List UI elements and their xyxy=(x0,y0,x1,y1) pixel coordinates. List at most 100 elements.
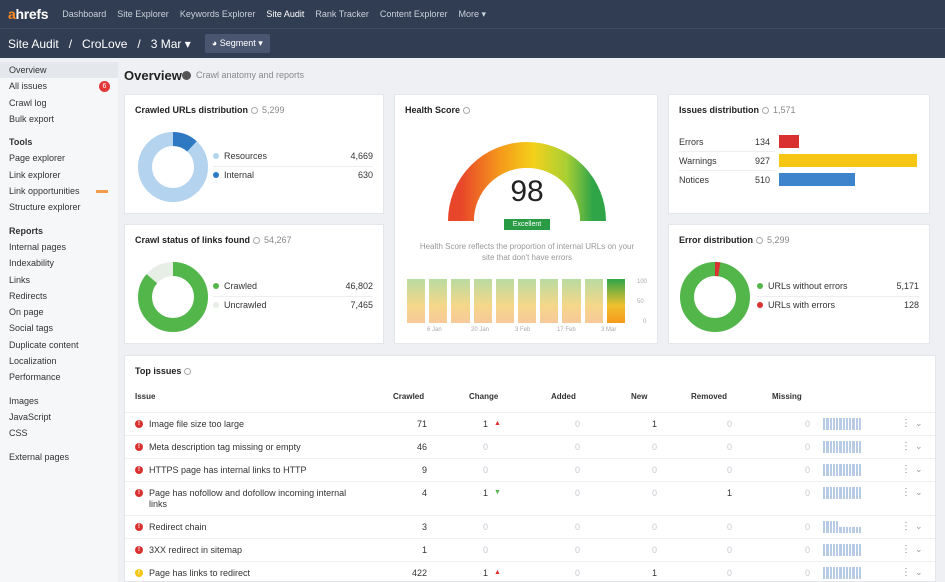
sidebar-heading-tools: Tools xyxy=(9,137,33,148)
more-options-icon[interactable]: ⋮ xyxy=(901,544,911,555)
issue-name-link[interactable]: HTTPS page has internal links to HTTP xyxy=(149,465,307,475)
table-row[interactable]: ! HTTPS page has internal links to HTTP 9 0… xyxy=(125,458,935,481)
info-icon[interactable] xyxy=(756,237,763,244)
table-row[interactable]: ! Image file size too large 71 0 1 0 0 1 ▲ ⋮ ⌄ xyxy=(125,412,935,435)
column-header-new[interactable]: New xyxy=(631,392,648,401)
nav-keywords-explorer[interactable]: Keywords Explorer xyxy=(179,9,256,19)
nav-site-explorer[interactable]: Site Explorer xyxy=(117,9,169,19)
column-header-issue[interactable]: Issue xyxy=(135,392,156,401)
trend-sparkline[interactable] xyxy=(823,464,861,476)
more-options-icon[interactable]: ⋮ xyxy=(901,567,911,578)
sidebar-item-javascript[interactable]: JavaScript xyxy=(9,411,52,422)
chevron-down-icon[interactable]: ⌄ xyxy=(915,544,923,554)
ahrefs-logo[interactable]: ahrefs xyxy=(8,6,49,22)
more-options-icon[interactable]: ⋮ xyxy=(901,418,911,429)
info-icon[interactable] xyxy=(184,368,192,375)
crawl-anatomy-link[interactable]: Crawl anatomy and reports xyxy=(182,70,304,80)
sidebar-item-page-explorer[interactable]: Page explorer xyxy=(9,153,66,164)
sidebar-item-indexability[interactable]: Indexability xyxy=(9,258,55,269)
more-options-icon[interactable]: ⋮ xyxy=(901,521,911,532)
new-count: 0 xyxy=(651,442,657,452)
column-header-change[interactable]: Change xyxy=(469,392,499,401)
nav-more[interactable]: More ▾ xyxy=(458,8,486,19)
chevron-down-icon[interactable]: ⌄ xyxy=(915,441,923,451)
missing-count: 0 xyxy=(804,568,810,578)
trend-sparkline[interactable] xyxy=(823,418,861,430)
nav-site-audit[interactable]: Site Audit xyxy=(266,9,305,19)
table-row[interactable]: ! Page has links to redirect 422 0 1 0 0 1 ▲ ⋮ ⌄ xyxy=(125,561,935,582)
new-count: 1 xyxy=(651,419,657,429)
trend-sparkline[interactable] xyxy=(823,441,861,453)
error-distribution-card: Error distribution 5,299 URLs without err… xyxy=(668,224,930,344)
sidebar-item-structure-explorer[interactable]: Structure explorer xyxy=(9,202,81,213)
info-icon[interactable] xyxy=(463,107,471,114)
issue-name-link[interactable]: Page has nofollow and dofollow incoming … xyxy=(149,488,347,509)
crawled-urls-donut xyxy=(138,132,208,202)
health-history-bar xyxy=(540,279,559,323)
issue-name-link[interactable]: Redirect chain xyxy=(149,522,207,532)
change-value: 1 xyxy=(483,488,489,498)
chevron-down-icon[interactable]: ⌄ xyxy=(915,418,923,428)
trend-sparkline[interactable] xyxy=(823,544,861,556)
sidebar-item-external-pages[interactable]: External pages xyxy=(9,451,70,462)
issue-name-link[interactable]: Image file size too large xyxy=(149,419,245,429)
trend-sparkline[interactable] xyxy=(823,567,861,579)
sidebar-item-all-issues[interactable]: All issues 6 xyxy=(0,78,118,94)
issue-type-bar[interactable] xyxy=(779,135,799,148)
info-icon[interactable] xyxy=(253,237,261,244)
trend-sparkline[interactable] xyxy=(823,487,861,499)
column-header-crawled[interactable]: Crawled xyxy=(393,392,425,401)
sidebar-item-link-explorer[interactable]: Link explorer xyxy=(9,169,61,180)
sidebar-item-on-page[interactable]: On page xyxy=(9,307,44,318)
legend-crawled: Crawled xyxy=(213,281,257,291)
column-header-removed[interactable]: Removed xyxy=(691,392,728,401)
sidebar-item-images[interactable]: Images xyxy=(9,395,39,406)
column-header-missing[interactable]: Missing xyxy=(772,392,802,401)
sidebar-item-overview[interactable]: Overview xyxy=(0,62,118,79)
removed-count: 0 xyxy=(726,419,732,429)
change-value: 1 xyxy=(483,419,489,429)
sidebar-item-bulk-export[interactable]: Bulk export xyxy=(9,113,55,124)
sidebar-item-links[interactable]: Links xyxy=(9,274,31,285)
table-row[interactable]: ! Meta description tag missing or empty 46… xyxy=(125,435,935,458)
sidebar-item-performance[interactable]: Performance xyxy=(9,372,61,383)
info-icon[interactable] xyxy=(762,107,770,114)
donut-segment-crawled xyxy=(138,262,208,332)
segment-button[interactable]: ◕ Segment ▾ xyxy=(204,34,270,53)
breadcrumb-project[interactable]: CroLove xyxy=(82,36,128,51)
column-header-added[interactable]: Added xyxy=(551,392,576,401)
more-options-icon[interactable]: ⋮ xyxy=(901,441,911,452)
donut-segment-no-errors xyxy=(680,262,750,332)
chevron-down-icon[interactable]: ⌄ xyxy=(915,487,923,497)
nav-rank-tracker[interactable]: Rank Tracker xyxy=(315,9,369,19)
chevron-down-icon[interactable]: ⌄ xyxy=(915,464,923,474)
issue-name-link[interactable]: Page has links to redirect xyxy=(149,568,251,578)
sidebar-item-crawl-log[interactable]: Crawl log xyxy=(9,97,47,108)
card-title: Crawl status of links found 54,267 xyxy=(135,235,292,245)
sidebar-item-localization[interactable]: Localization xyxy=(9,356,57,367)
sidebar-item-link-opportunities[interactable]: Link opportunities xyxy=(0,183,118,199)
issue-type-bar[interactable] xyxy=(779,173,855,186)
more-options-icon[interactable]: ⋮ xyxy=(901,487,911,498)
breadcrumb-tool[interactable]: Site Audit xyxy=(8,36,59,51)
sidebar-item-duplicate-content[interactable]: Duplicate content xyxy=(9,339,79,350)
added-count: 0 xyxy=(574,442,580,452)
crawl-date-dropdown[interactable]: 3 Mar ▾ xyxy=(150,36,191,51)
issue-name-link[interactable]: 3XX redirect in sitemap xyxy=(149,545,243,555)
sidebar-item-redirects[interactable]: Redirects xyxy=(9,290,48,301)
sidebar-item-internal-pages[interactable]: Internal pages xyxy=(9,241,67,252)
table-row[interactable]: ! Redirect chain 3 0 0 0 0 0 ⋮ ⌄ xyxy=(125,515,935,538)
nav-content-explorer[interactable]: Content Explorer xyxy=(379,9,448,19)
issue-name-link[interactable]: Meta description tag missing or empty xyxy=(149,442,301,452)
chevron-down-icon[interactable]: ⌄ xyxy=(915,521,923,531)
table-row[interactable]: ! 3XX redirect in sitemap 1 0 0 0 0 0 ⋮ ⌄ xyxy=(125,538,935,561)
trend-sparkline[interactable] xyxy=(823,521,861,533)
nav-dashboard[interactable]: Dashboard xyxy=(62,9,107,19)
issue-type-bar[interactable] xyxy=(779,154,917,167)
more-options-icon[interactable]: ⋮ xyxy=(901,464,911,475)
sidebar-item-css[interactable]: CSS xyxy=(9,428,28,439)
info-icon[interactable] xyxy=(251,107,259,114)
sidebar-item-social-tags[interactable]: Social tags xyxy=(9,323,54,334)
table-row[interactable]: ! Page has nofollow and dofollow incoming… xyxy=(125,481,935,515)
chevron-down-icon[interactable]: ⌄ xyxy=(915,567,923,577)
